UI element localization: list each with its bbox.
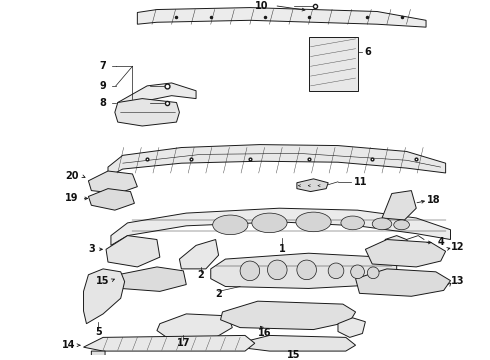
Polygon shape xyxy=(385,235,412,251)
Circle shape xyxy=(368,267,379,279)
Circle shape xyxy=(328,263,344,279)
Polygon shape xyxy=(111,208,450,246)
Text: 15: 15 xyxy=(97,276,110,285)
Text: 19: 19 xyxy=(65,193,78,203)
Polygon shape xyxy=(220,301,356,329)
Text: 9: 9 xyxy=(100,81,106,91)
Text: 13: 13 xyxy=(451,276,464,285)
Text: 4: 4 xyxy=(438,238,444,247)
Circle shape xyxy=(268,260,287,280)
Polygon shape xyxy=(91,351,105,360)
Text: 2: 2 xyxy=(197,270,204,280)
Polygon shape xyxy=(157,314,232,337)
Ellipse shape xyxy=(341,216,365,230)
Polygon shape xyxy=(297,179,328,192)
Polygon shape xyxy=(88,189,134,210)
Polygon shape xyxy=(338,318,366,337)
Text: 2: 2 xyxy=(215,289,222,299)
Polygon shape xyxy=(366,239,445,267)
Text: 18: 18 xyxy=(427,195,441,205)
Ellipse shape xyxy=(252,213,287,233)
Circle shape xyxy=(297,260,317,280)
Polygon shape xyxy=(106,235,160,267)
Polygon shape xyxy=(309,37,358,91)
Polygon shape xyxy=(115,99,179,126)
Circle shape xyxy=(351,265,365,279)
Ellipse shape xyxy=(372,218,392,230)
Ellipse shape xyxy=(394,220,410,230)
Circle shape xyxy=(240,261,260,281)
Polygon shape xyxy=(88,171,137,194)
Ellipse shape xyxy=(296,212,331,232)
Polygon shape xyxy=(238,336,356,351)
Polygon shape xyxy=(137,8,426,27)
Text: 15: 15 xyxy=(287,350,301,360)
Text: 5: 5 xyxy=(95,327,101,337)
Text: 1: 1 xyxy=(279,244,286,254)
Ellipse shape xyxy=(213,215,248,235)
Text: 20: 20 xyxy=(65,171,78,181)
Polygon shape xyxy=(108,145,445,177)
Polygon shape xyxy=(83,269,124,324)
Text: 6: 6 xyxy=(364,47,371,57)
Polygon shape xyxy=(356,269,450,296)
Polygon shape xyxy=(179,239,219,269)
Polygon shape xyxy=(118,83,196,112)
Text: 7: 7 xyxy=(100,61,106,71)
Polygon shape xyxy=(83,336,255,351)
Text: 12: 12 xyxy=(451,242,464,252)
Text: 14: 14 xyxy=(62,340,75,350)
Text: 17: 17 xyxy=(176,338,190,348)
Polygon shape xyxy=(382,190,416,220)
Polygon shape xyxy=(118,267,186,291)
Polygon shape xyxy=(211,253,397,288)
Text: 16: 16 xyxy=(258,328,271,338)
Text: 10: 10 xyxy=(255,1,269,11)
Text: 11: 11 xyxy=(354,177,367,187)
Text: 3: 3 xyxy=(88,244,95,254)
Text: 8: 8 xyxy=(99,99,106,108)
